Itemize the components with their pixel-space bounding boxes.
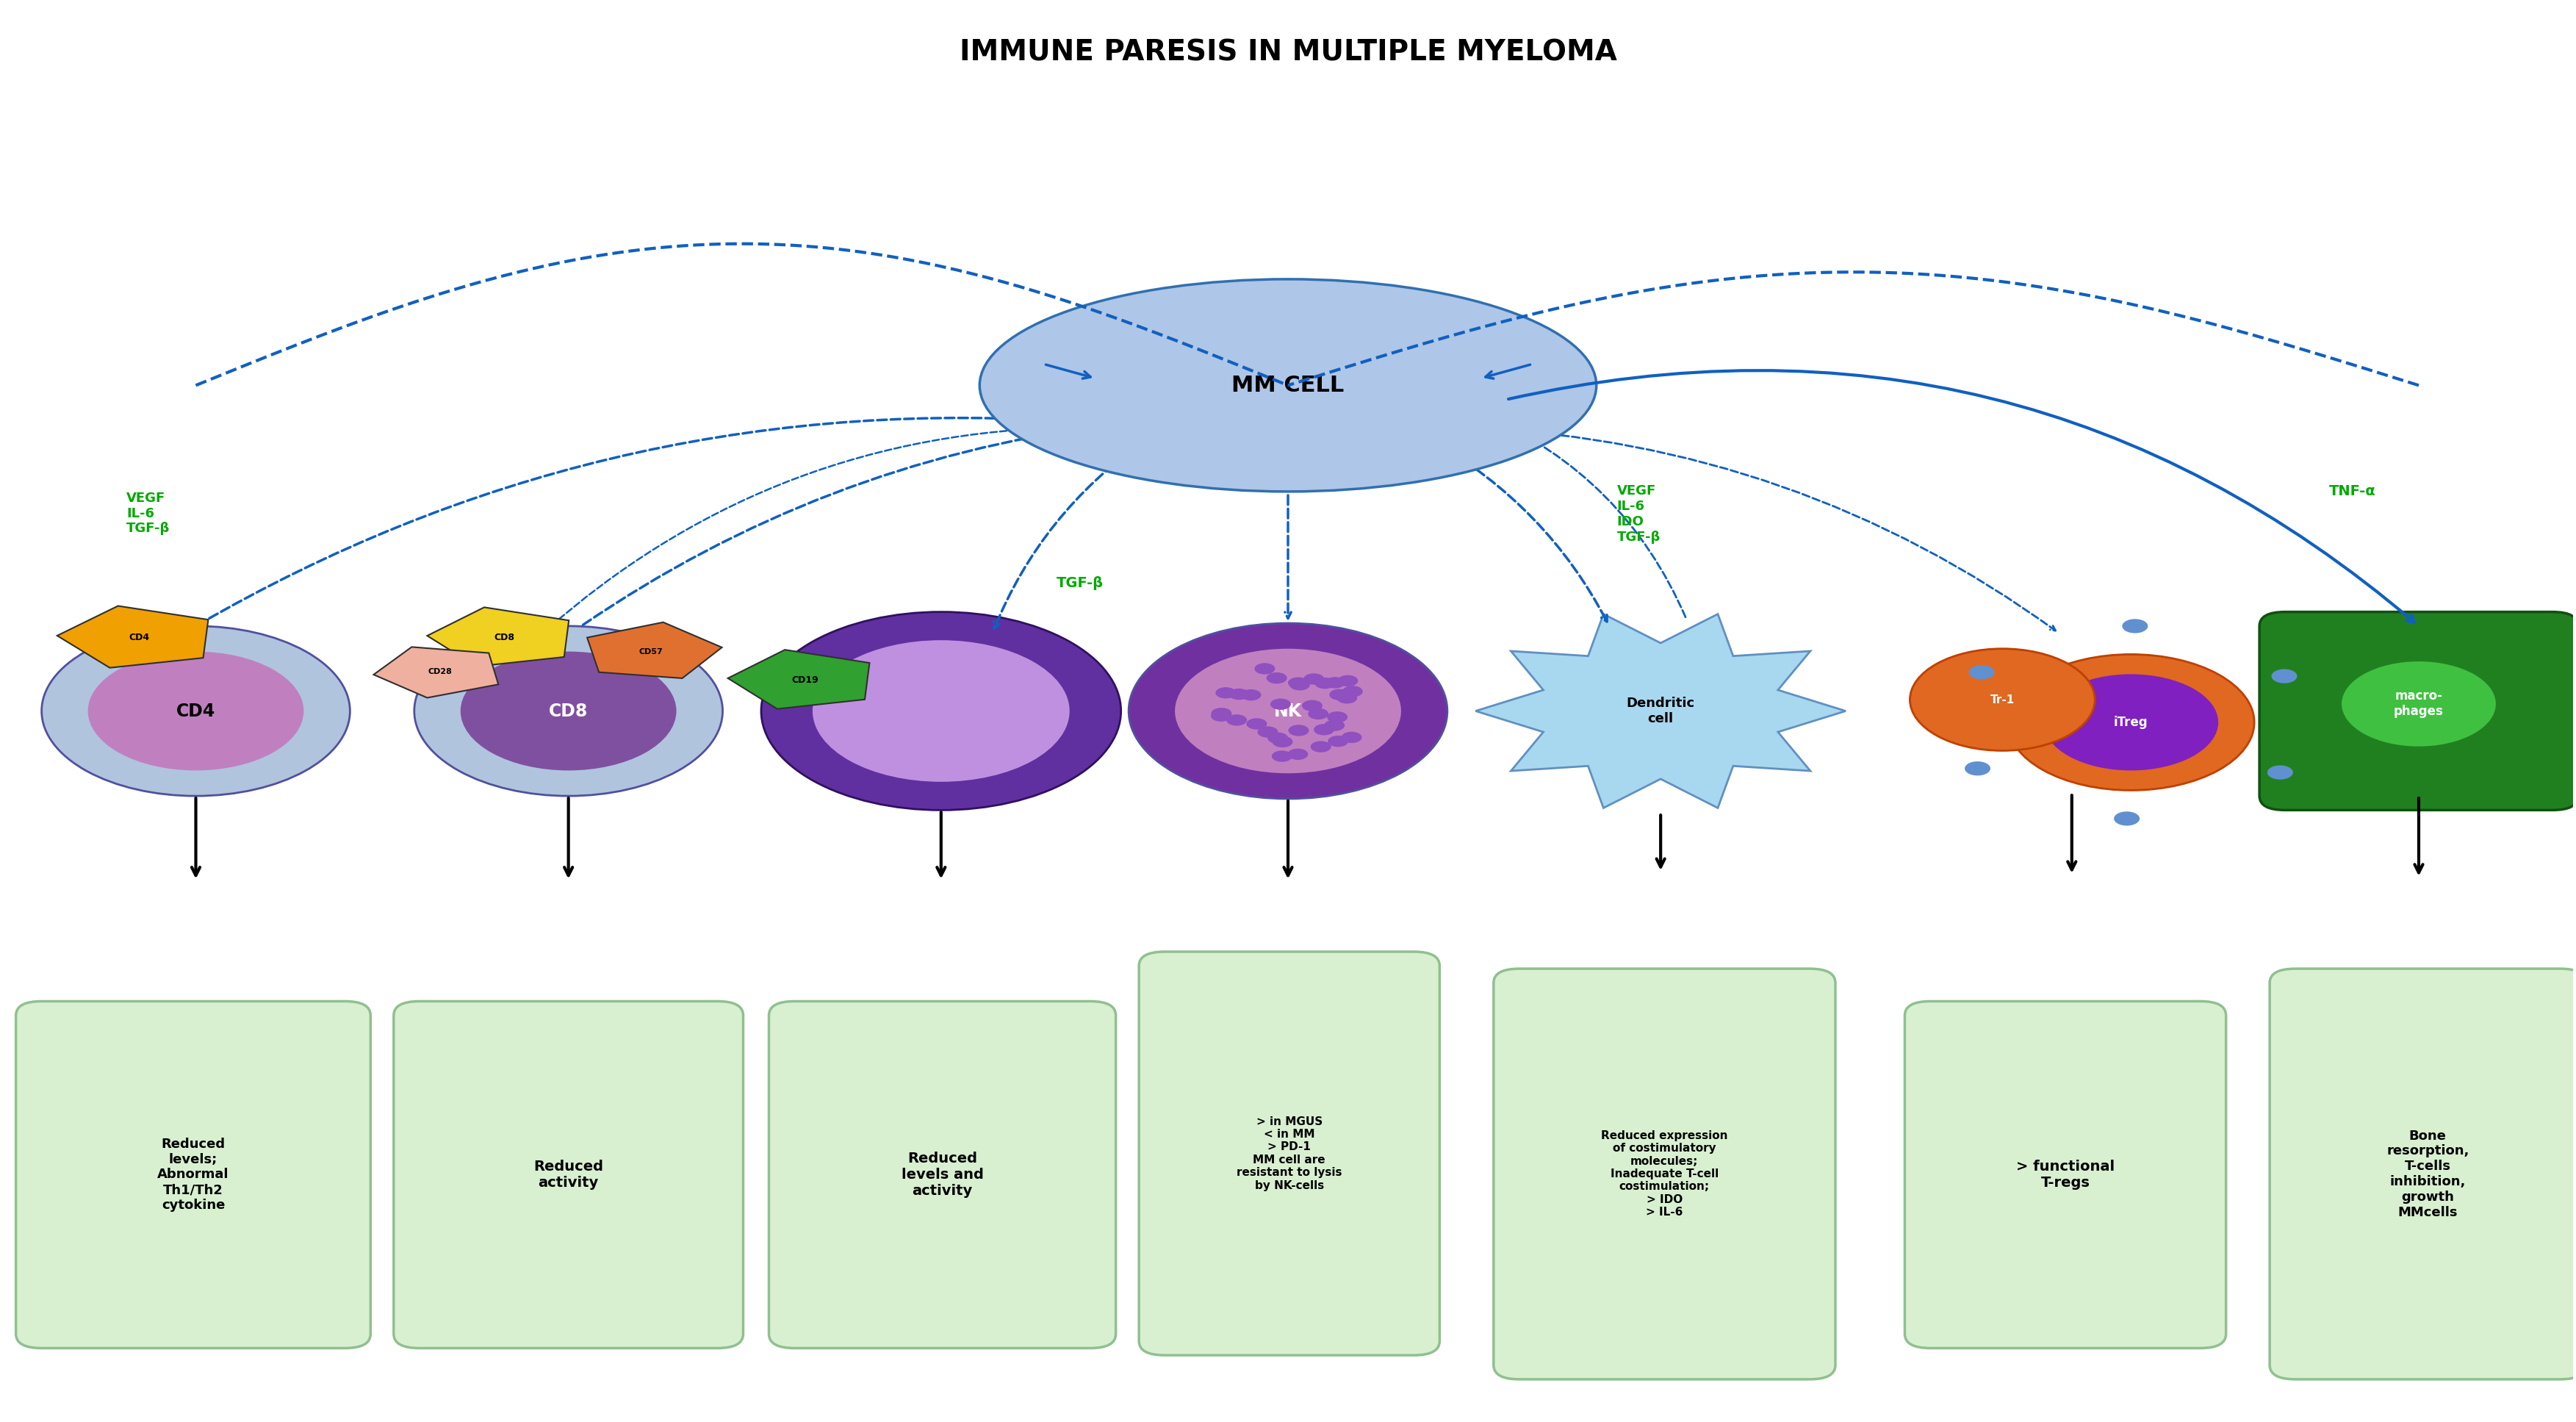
Text: CD19: CD19 [791, 675, 819, 684]
Circle shape [1128, 623, 1448, 799]
Circle shape [461, 651, 677, 771]
FancyBboxPatch shape [768, 1001, 1115, 1348]
Text: TNF-α: TNF-α [2329, 485, 2375, 499]
Text: VEGF
IL-6
IDO
TGF-β: VEGF IL-6 IDO TGF-β [1618, 485, 1662, 543]
Text: > functional
T-regs: > functional T-regs [2017, 1159, 2115, 1190]
FancyBboxPatch shape [394, 1001, 744, 1348]
Polygon shape [374, 647, 497, 698]
Circle shape [1311, 741, 1332, 752]
Circle shape [41, 626, 350, 796]
Circle shape [2123, 619, 2148, 633]
Circle shape [760, 611, 1121, 811]
Polygon shape [428, 607, 569, 667]
Circle shape [1314, 724, 1334, 735]
Circle shape [2115, 812, 2141, 826]
Circle shape [1273, 737, 1293, 748]
FancyBboxPatch shape [15, 1001, 371, 1348]
Text: macro-
phages: macro- phages [2393, 690, 2445, 718]
Text: Bone
resorption,
T-cells
inhibition,
growth
MMcells: Bone resorption, T-cells inhibition, gro… [2385, 1129, 2468, 1219]
Circle shape [1327, 711, 1347, 722]
Circle shape [1968, 665, 1994, 680]
Circle shape [2007, 654, 2254, 791]
Text: CD28: CD28 [428, 668, 451, 675]
Circle shape [1291, 680, 1311, 691]
Circle shape [811, 640, 1069, 782]
Circle shape [1211, 708, 1231, 720]
Text: VEGF
IL-6
TGF-β: VEGF IL-6 TGF-β [126, 492, 170, 535]
Text: Reduced
activity: Reduced activity [533, 1159, 603, 1190]
Circle shape [2272, 670, 2298, 683]
Circle shape [1255, 663, 1275, 674]
Polygon shape [729, 650, 871, 710]
Circle shape [2043, 674, 2218, 771]
Circle shape [1342, 685, 1363, 697]
Text: CD57: CD57 [639, 648, 662, 656]
Circle shape [1270, 698, 1291, 710]
FancyBboxPatch shape [2259, 611, 2576, 811]
Circle shape [1247, 718, 1267, 729]
Ellipse shape [979, 279, 1597, 492]
FancyBboxPatch shape [1494, 968, 1834, 1379]
Circle shape [1327, 735, 1347, 747]
Circle shape [1324, 677, 1345, 688]
Polygon shape [57, 606, 209, 668]
Text: CD8: CD8 [549, 702, 587, 720]
Circle shape [1337, 693, 1358, 704]
Circle shape [1324, 720, 1345, 731]
Text: CD4: CD4 [175, 702, 216, 720]
Text: MM CELL: MM CELL [1231, 374, 1345, 395]
FancyBboxPatch shape [2269, 968, 2576, 1379]
Circle shape [1303, 674, 1324, 684]
Circle shape [415, 626, 724, 796]
Circle shape [1288, 725, 1309, 737]
Circle shape [1267, 732, 1288, 744]
Circle shape [1257, 727, 1278, 738]
Ellipse shape [2342, 661, 2496, 747]
Text: TGF-β: TGF-β [1056, 576, 1103, 590]
Text: Reduced expression
of costimulatory
molecules;
Inadequate T-cell
costimulation;
: Reduced expression of costimulatory mole… [1602, 1130, 1728, 1217]
Polygon shape [1476, 614, 1844, 808]
Circle shape [1229, 688, 1249, 700]
Circle shape [1175, 648, 1401, 774]
Text: Dendritic
cell: Dendritic cell [1625, 697, 1695, 725]
Text: > in MGUS
< in MM
> PD-1
MM cell are
resistant to lysis
by NK-cells: > in MGUS < in MM > PD-1 MM cell are res… [1236, 1116, 1342, 1192]
Text: Tr-1: Tr-1 [1991, 694, 2014, 705]
Circle shape [1288, 748, 1309, 759]
Circle shape [1288, 677, 1309, 688]
Circle shape [1301, 700, 1321, 711]
Circle shape [1965, 761, 1991, 775]
Circle shape [1242, 690, 1262, 701]
Circle shape [2267, 765, 2293, 779]
Circle shape [1909, 648, 2094, 751]
Text: NK: NK [1275, 702, 1301, 720]
Circle shape [1342, 732, 1363, 744]
Text: Reduced
levels;
Abnormal
Th1/Th2
cytokine: Reduced levels; Abnormal Th1/Th2 cytokin… [157, 1138, 229, 1212]
Circle shape [1329, 690, 1350, 700]
Circle shape [1273, 751, 1293, 762]
Text: IMMUNE PARESIS IN MULTIPLE MYELOMA: IMMUNE PARESIS IN MULTIPLE MYELOMA [958, 38, 1618, 67]
Circle shape [1267, 673, 1288, 684]
Text: Reduced
levels and
activity: Reduced levels and activity [902, 1152, 984, 1197]
Circle shape [1309, 708, 1329, 720]
Polygon shape [587, 623, 721, 678]
FancyBboxPatch shape [1904, 1001, 2226, 1348]
Text: iTreg: iTreg [2115, 715, 2148, 729]
Circle shape [1216, 687, 1236, 698]
Text: CD8: CD8 [495, 633, 515, 643]
Text: CD4: CD4 [129, 633, 149, 643]
Circle shape [1314, 677, 1334, 688]
Circle shape [1226, 714, 1247, 725]
Circle shape [1337, 675, 1358, 687]
FancyBboxPatch shape [1139, 951, 1440, 1355]
Circle shape [88, 651, 304, 771]
Circle shape [1211, 710, 1231, 721]
